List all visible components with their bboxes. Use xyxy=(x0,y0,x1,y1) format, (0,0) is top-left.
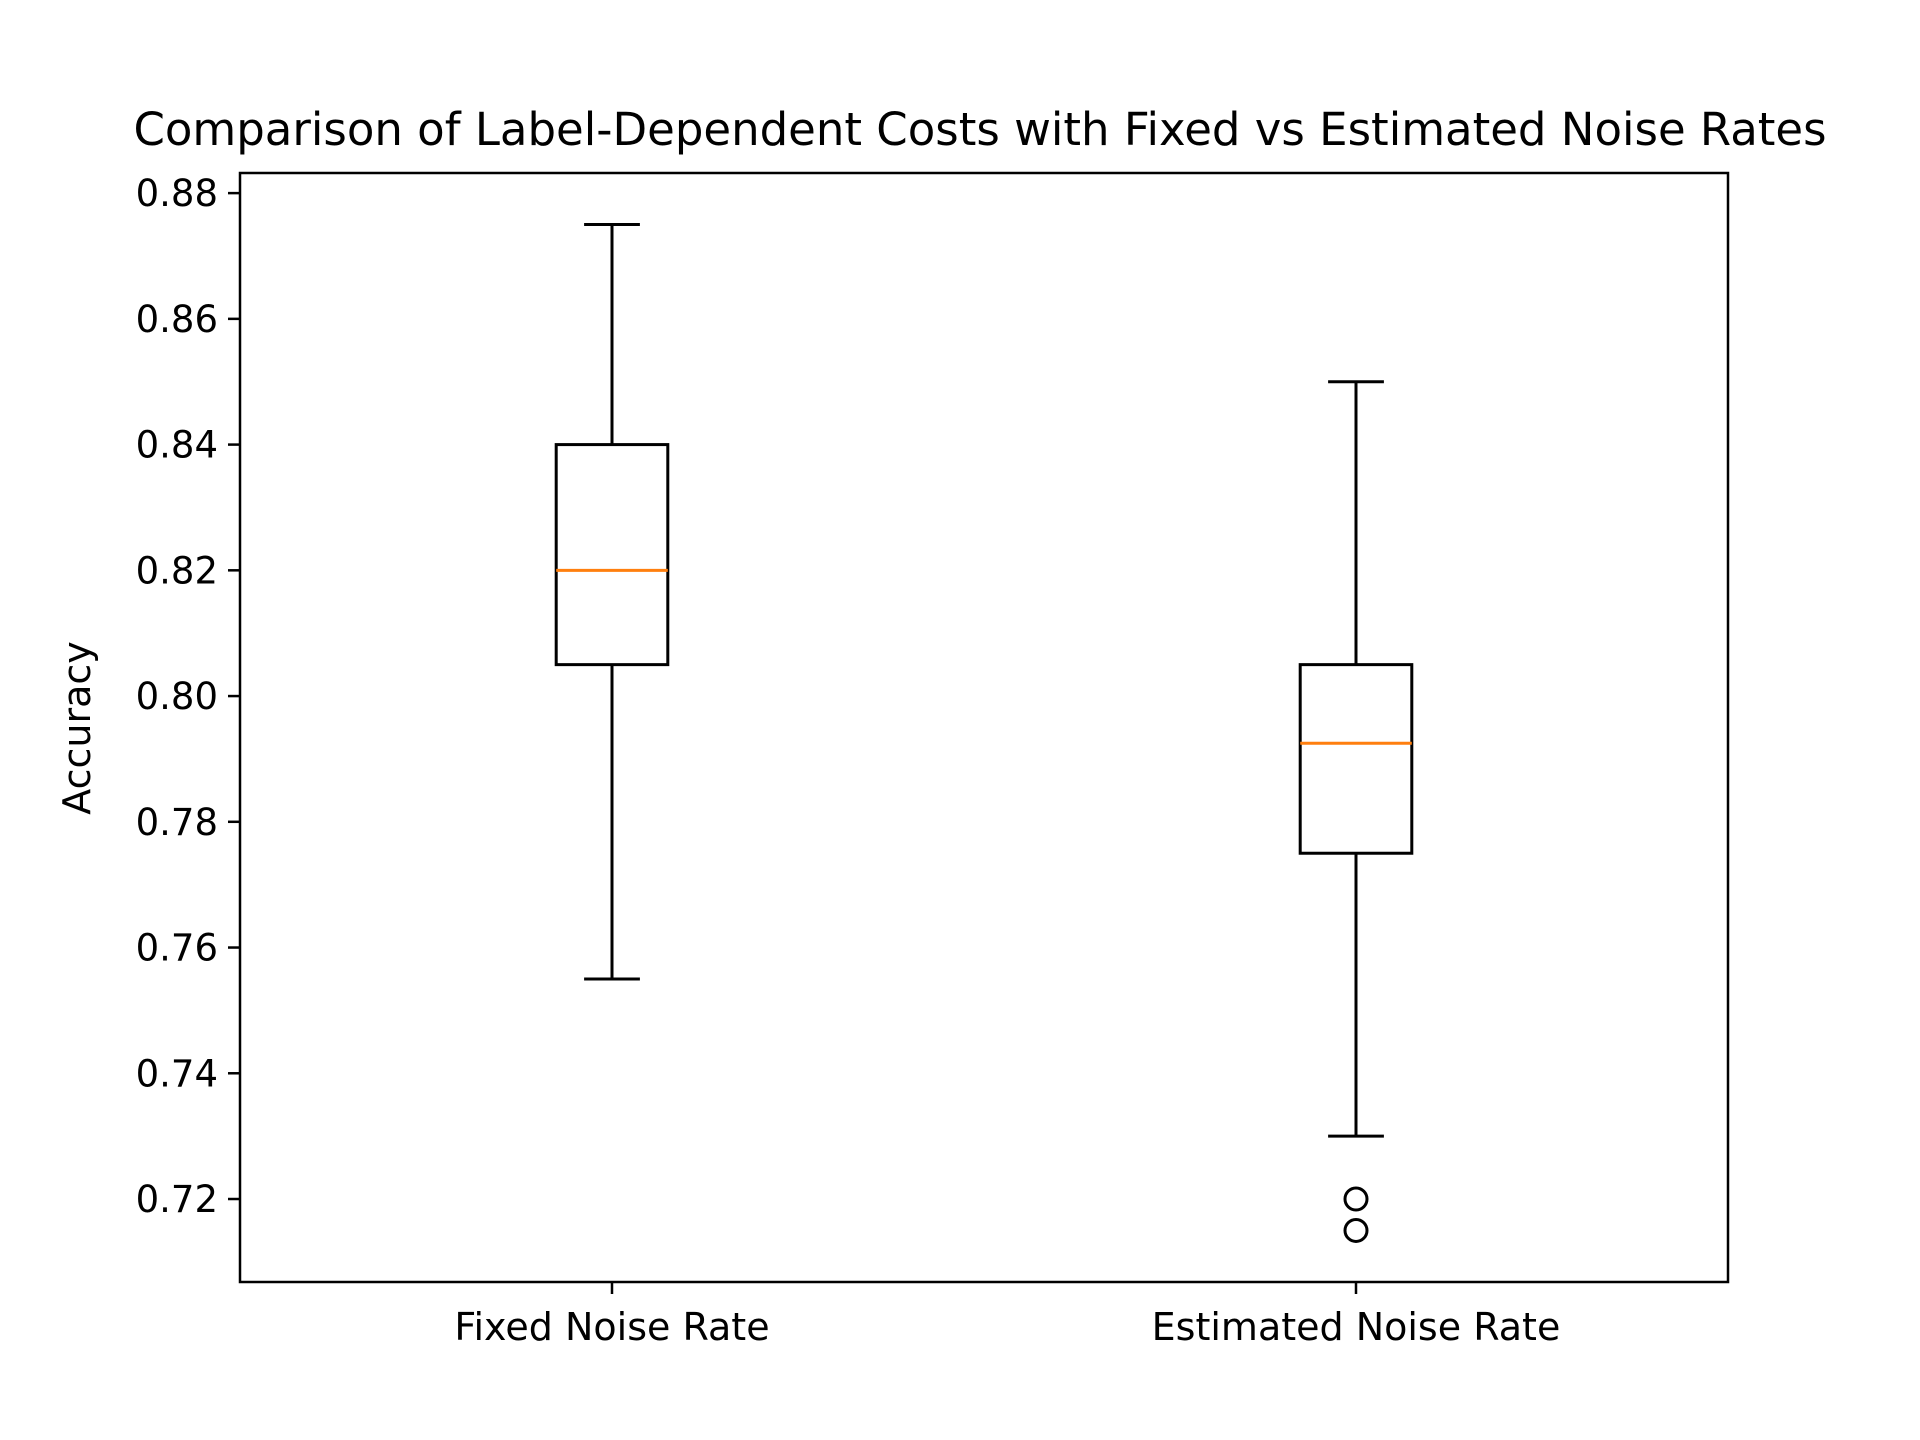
y-tick-label: 0.76 xyxy=(136,927,218,970)
y-tick-label: 0.74 xyxy=(136,1052,218,1095)
plot-area: 0.72 0.74 0.76 0.78 0.80 0.82 0.84 0.86 0.88 Fixe… xyxy=(136,172,1561,1349)
y-tick-label: 0.80 xyxy=(136,675,218,718)
y-tick-label: 0.88 xyxy=(136,172,218,215)
y-tick-label: 0.78 xyxy=(136,801,218,844)
outlier-point xyxy=(1343,1217,1369,1243)
axes-frame xyxy=(238,171,1730,1284)
chart-title: Comparison of Label-Dependent Costs with… xyxy=(133,103,1826,156)
box-iqr xyxy=(1298,663,1414,855)
y-tick-label: 0.72 xyxy=(136,1178,218,1221)
x-tick-label: Fixed Noise Rate xyxy=(454,1305,769,1349)
y-tick-label: 0.84 xyxy=(136,424,218,467)
y-tick-label: 0.86 xyxy=(136,298,218,341)
box-iqr xyxy=(554,443,670,667)
y-axis-label: Accuracy xyxy=(55,641,99,815)
x-tick-label: Estimated Noise Rate xyxy=(1152,1305,1561,1349)
y-tick-label: 0.82 xyxy=(136,549,218,592)
outlier-point xyxy=(1343,1186,1369,1212)
